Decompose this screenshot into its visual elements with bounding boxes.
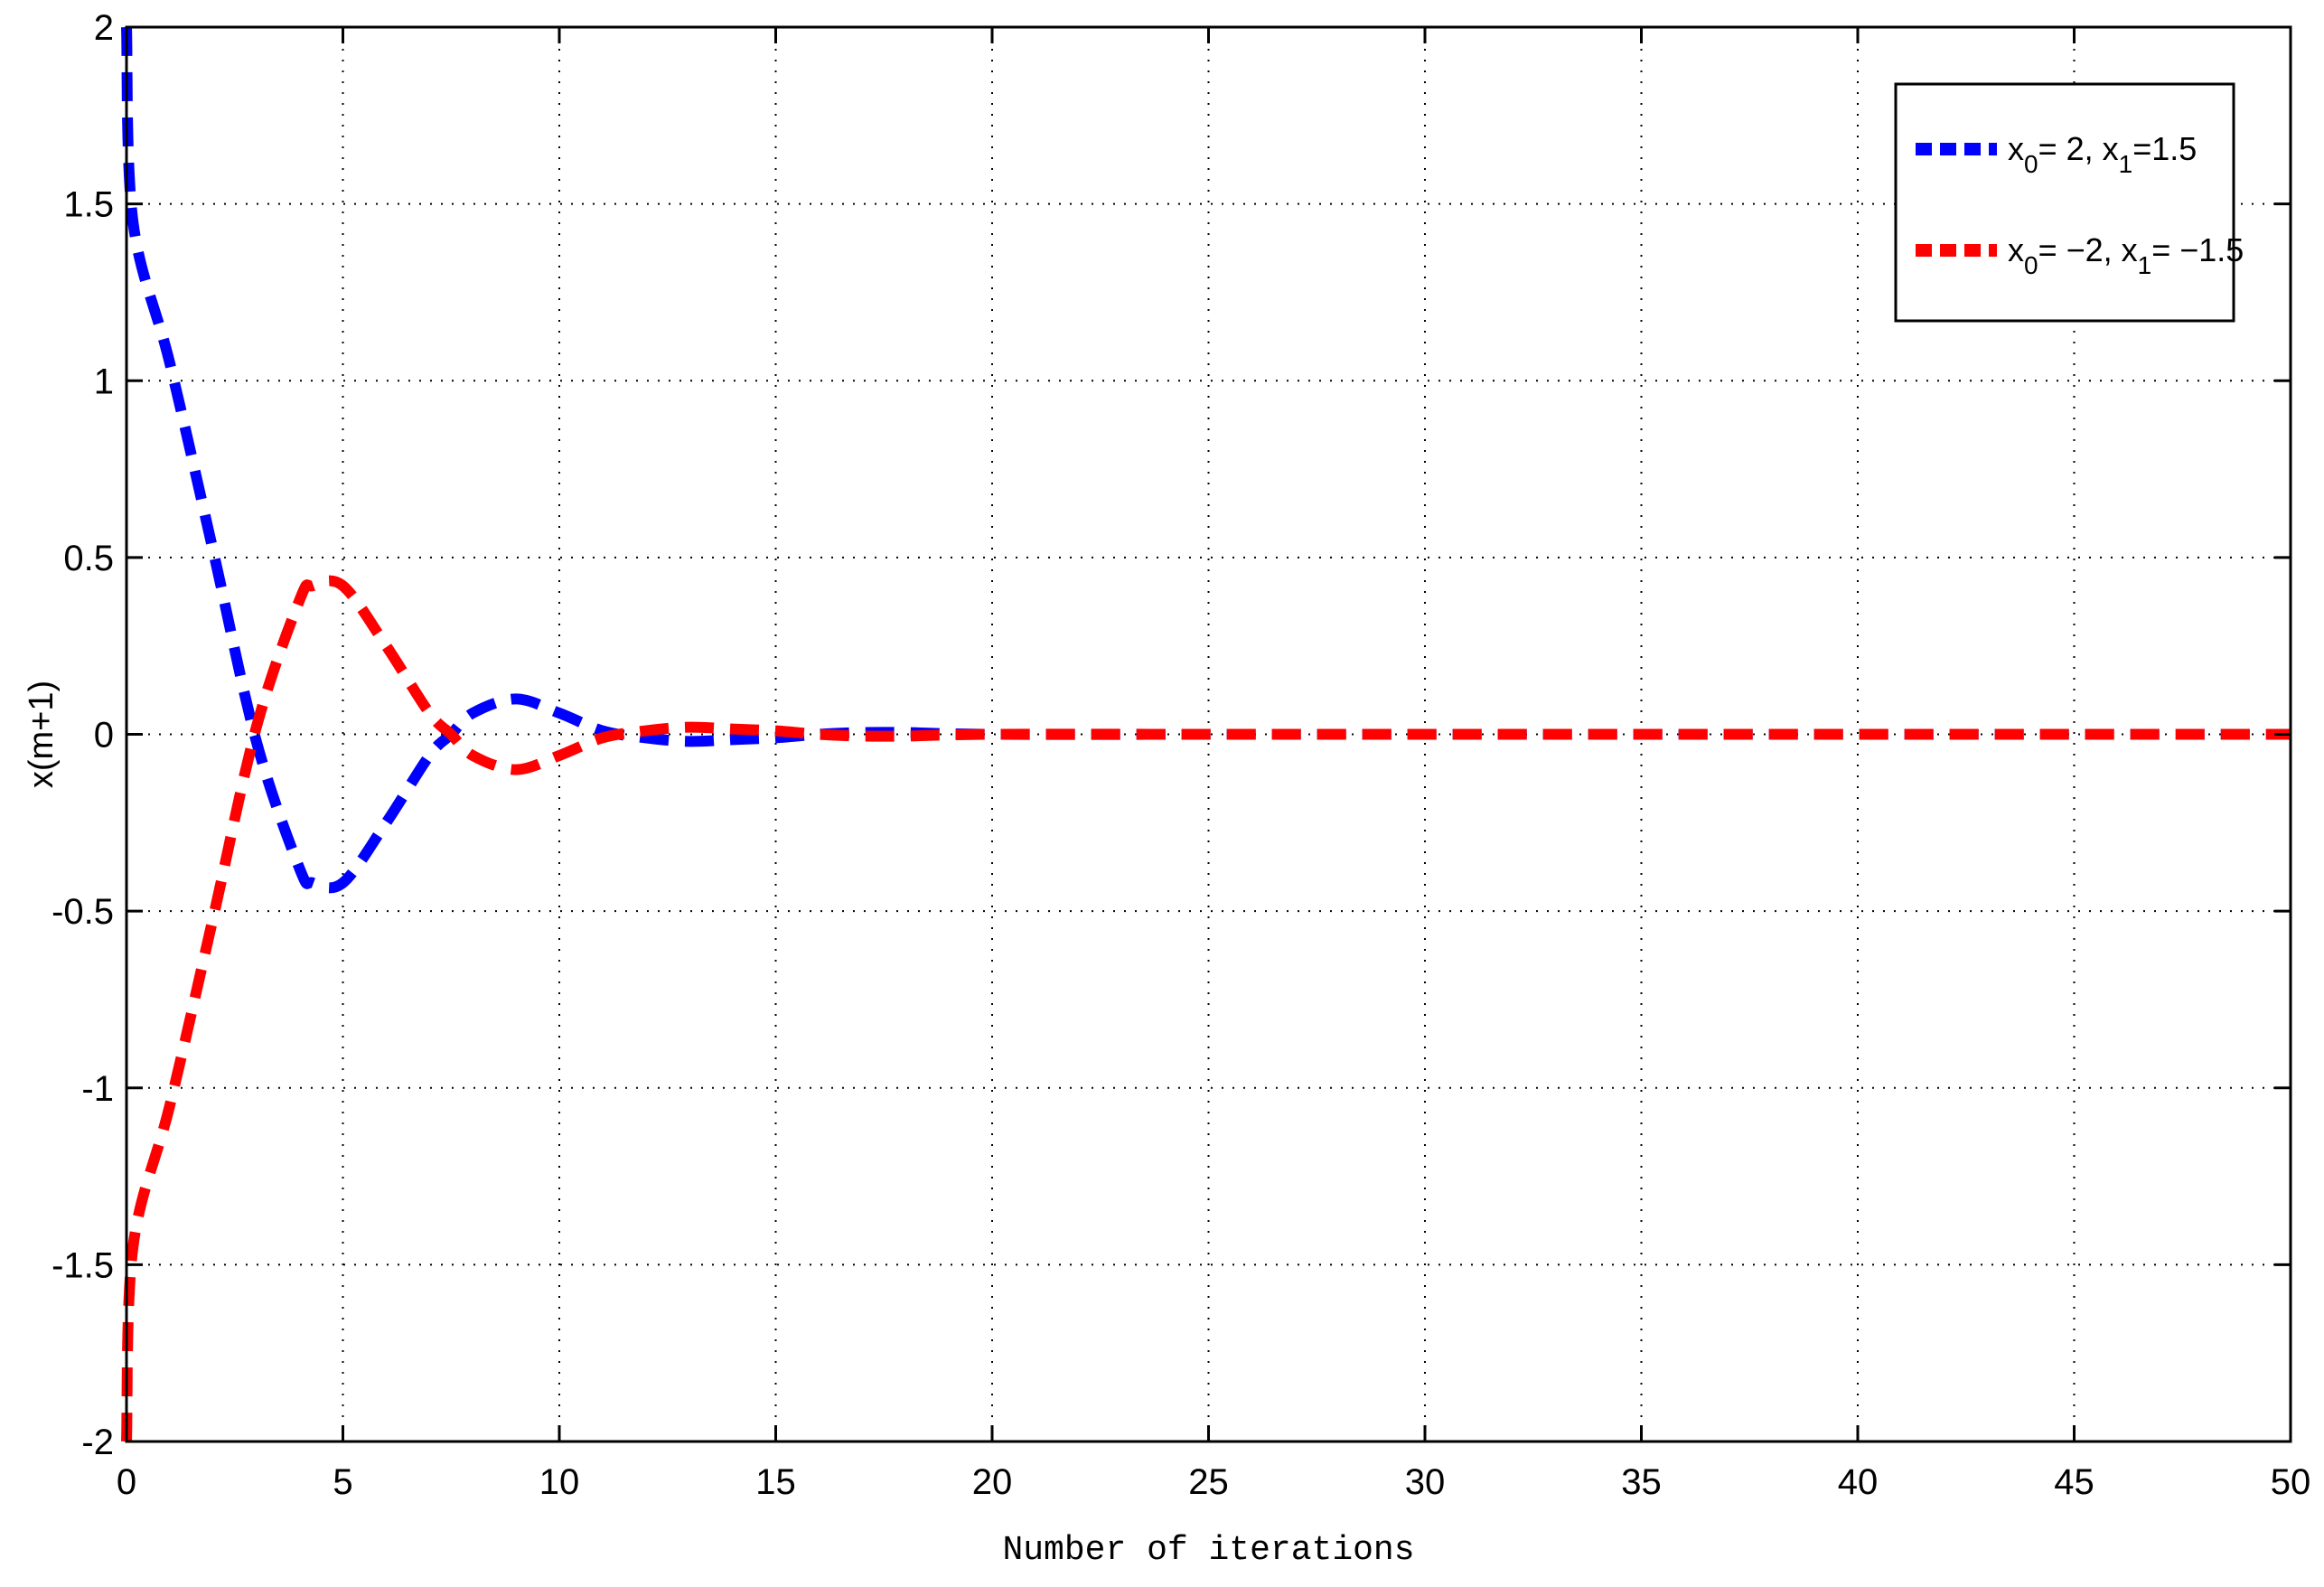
x-tick-label: 45 bbox=[2054, 1462, 2094, 1502]
x-tick-label: 10 bbox=[539, 1462, 580, 1502]
legend: x0= 2, x1=1.5 x0= −2, x1= −1.5 bbox=[1894, 82, 2244, 323]
x-tick-label: 30 bbox=[1405, 1462, 1446, 1502]
x-tick-label: 40 bbox=[1838, 1462, 1879, 1502]
legend-label-1: x0= 2, x1=1.5 bbox=[2008, 130, 2197, 178]
x-tick-label: 5 bbox=[333, 1462, 352, 1502]
y-tick-label: 1.5 bbox=[63, 185, 114, 225]
x-tick-label: 0 bbox=[117, 1462, 136, 1502]
y-tick-label: 1 bbox=[94, 362, 114, 401]
x-tick-label: 15 bbox=[755, 1462, 796, 1502]
y-tick-label: 2 bbox=[94, 8, 114, 48]
y-tick-label: -1.5 bbox=[52, 1245, 114, 1285]
x-tick-label: 20 bbox=[972, 1462, 1013, 1502]
y-tick-label: -0.5 bbox=[52, 892, 114, 932]
series-layer bbox=[121, 26, 2291, 1442]
x-axis-label: Number of iterations bbox=[1002, 1531, 1414, 1570]
legend-box bbox=[1894, 82, 2235, 323]
legend-label-2: x0= −2, x1= −1.5 bbox=[2008, 231, 2244, 279]
x-tick-label: 50 bbox=[2271, 1462, 2311, 1502]
series-line-2 bbox=[121, 575, 2291, 1442]
x-tick-label: 35 bbox=[1621, 1462, 1662, 1502]
y-tick-labels: -2 -1.5 -1 -0.5 0 0.5 1 1.5 2 bbox=[52, 8, 114, 1462]
axis-ticks bbox=[125, 25, 2292, 1443]
y-tick-label: 0 bbox=[94, 716, 114, 756]
x-tick-labels: 0 5 10 15 20 25 30 35 40 45 50 bbox=[117, 1462, 2310, 1502]
y-tick-label: -1 bbox=[81, 1069, 114, 1109]
x-tick-label: 25 bbox=[1188, 1462, 1229, 1502]
y-tick-label: -2 bbox=[81, 1423, 114, 1462]
y-axis-label: x(m+1) bbox=[23, 681, 61, 788]
y-tick-label: 0.5 bbox=[63, 539, 114, 578]
